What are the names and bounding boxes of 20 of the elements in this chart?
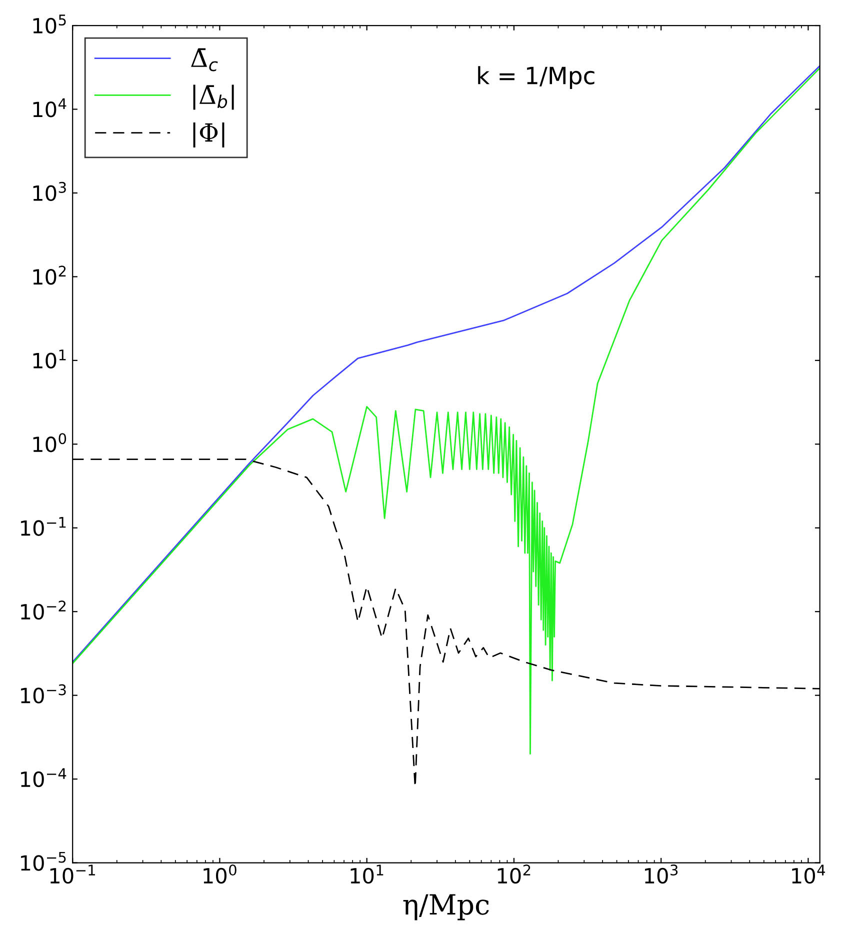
annotation: k = 1/Mpc: [478, 66, 594, 90]
y-tick-label: 10$^{−2}$: [21, 600, 66, 620]
legend-label: Δ̄$_{c}$: [191, 48, 218, 72]
legend-label: |Φ|: [193, 122, 224, 148]
y-tick-label: 10$^{4}$: [33, 98, 66, 118]
x-axis-title: η/Mpc: [403, 894, 489, 920]
x-tick-label: 10$^{3}$: [645, 864, 678, 884]
y-tick-label: 10$^{−3}$: [21, 684, 66, 704]
x-tick-label: 10$^{4}$: [792, 864, 826, 884]
x-tick-label: 10$^{2}$: [498, 864, 530, 884]
y-tick-label: 10$^{−1}$: [21, 517, 66, 536]
y-tick-label: 10$^{1}$: [33, 350, 66, 368]
y-tick-label: 10$^{0}$: [33, 433, 66, 452]
y-tick-label: 10$^{5}$: [33, 14, 66, 34]
y-tick-label: 10$^{2}$: [33, 266, 66, 285]
legend-label: |Δ̄$_{b}$|: [193, 84, 234, 110]
x-tick-label: 10$^{0}$: [204, 864, 236, 884]
y-tick-label: 10$^{3}$: [33, 182, 66, 202]
y-tick-label: 10$^{−4}$: [21, 768, 66, 788]
x-tick-label: 10$^{1}$: [350, 864, 384, 884]
